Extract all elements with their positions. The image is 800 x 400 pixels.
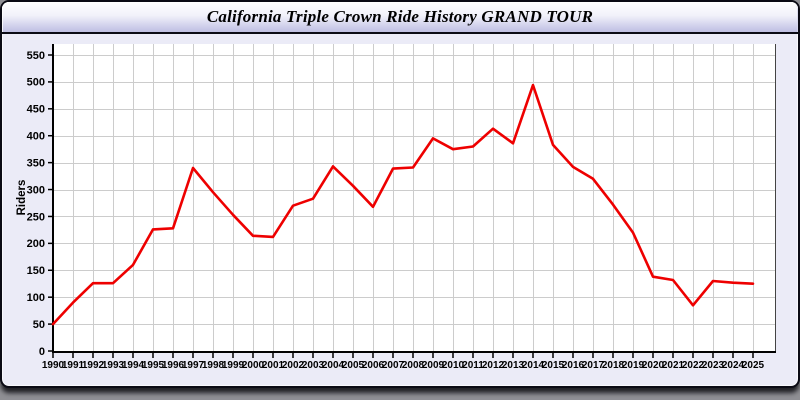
svg-text:200: 200 — [27, 238, 45, 250]
svg-text:550: 550 — [27, 50, 45, 62]
svg-text:2003: 2003 — [302, 360, 325, 371]
gridlines — [53, 44, 775, 351]
svg-text:2021: 2021 — [662, 360, 685, 371]
chart-content: 0 50 100 150 200 250 300 350 400 450 500 550 1990 199… — [2, 34, 798, 386]
axes — [52, 44, 776, 353]
chart-title: California Triple Crown Ride History GRA… — [206, 7, 594, 26]
svg-text:400: 400 — [27, 131, 45, 143]
svg-text:100: 100 — [27, 292, 45, 304]
svg-text:350: 350 — [27, 157, 45, 169]
svg-text:2023: 2023 — [702, 360, 725, 371]
title-bar: California Triple Crown Ride History GRA… — [2, 2, 798, 34]
svg-text:2015: 2015 — [542, 360, 565, 371]
svg-text:2020: 2020 — [642, 360, 665, 371]
ride-history-chart: 0501001502002503003504004505005501990199… — [16, 44, 776, 371]
svg-text:1992: 1992 — [82, 360, 105, 371]
svg-text:1999: 1999 — [222, 360, 245, 371]
svg-text:2000: 2000 — [242, 360, 265, 371]
svg-text:2005: 2005 — [342, 360, 365, 371]
y-tick-labels: 0 50 100 150 200 250 300 350 400 450 500 550 — [27, 50, 52, 358]
svg-text:1998: 1998 — [202, 360, 225, 371]
svg-text:1990: 1990 — [42, 360, 65, 371]
y-axis-label: Riders — [16, 180, 28, 216]
svg-text:1997: 1997 — [182, 360, 205, 371]
svg-text:2016: 2016 — [562, 360, 585, 371]
svg-text:450: 450 — [27, 104, 45, 116]
svg-text:1996: 1996 — [162, 360, 185, 371]
svg-text:500: 500 — [27, 77, 45, 89]
svg-text:1995: 1995 — [142, 360, 165, 371]
svg-text:2019: 2019 — [622, 360, 645, 371]
svg-text:2018: 2018 — [602, 360, 625, 371]
x-tick-labels: 1990199119921993199419951996199719981999… — [42, 353, 765, 371]
svg-text:2007: 2007 — [382, 360, 405, 371]
svg-text:0: 0 — [39, 346, 45, 358]
app-window: California Triple Crown Ride History GRA… — [0, 0, 800, 388]
svg-text:2004: 2004 — [322, 360, 345, 371]
svg-text:2006: 2006 — [362, 360, 385, 371]
riders-line-series — [51, 83, 755, 326]
svg-text:2022: 2022 — [682, 360, 705, 371]
svg-text:2008: 2008 — [402, 360, 425, 371]
svg-text:250: 250 — [27, 211, 45, 223]
svg-text:2024: 2024 — [722, 360, 745, 371]
svg-text:150: 150 — [27, 265, 45, 277]
svg-text:2014: 2014 — [522, 360, 545, 371]
svg-text:2010: 2010 — [442, 360, 465, 371]
svg-text:2011: 2011 — [462, 360, 484, 371]
svg-text:2025: 2025 — [742, 360, 765, 371]
svg-text:50: 50 — [33, 319, 45, 331]
svg-text:2001: 2001 — [262, 360, 285, 371]
svg-text:1993: 1993 — [102, 360, 125, 371]
svg-text:2017: 2017 — [582, 360, 605, 371]
svg-text:2012: 2012 — [482, 360, 505, 371]
svg-text:1991: 1991 — [62, 360, 85, 371]
svg-text:2009: 2009 — [422, 360, 445, 371]
svg-text:1994: 1994 — [122, 360, 145, 371]
svg-text:300: 300 — [27, 184, 45, 196]
svg-text:2013: 2013 — [502, 360, 525, 371]
svg-text:2002: 2002 — [282, 360, 305, 371]
